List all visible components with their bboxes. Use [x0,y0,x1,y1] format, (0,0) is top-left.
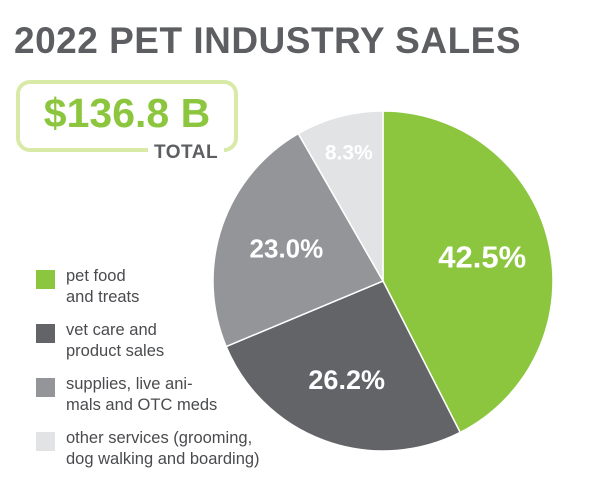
slice-label-supplies: 23.0% [250,233,324,263]
legend-item-other-services: other services (grooming, dog walking an… [36,428,326,482]
total-value: $136.8 B [43,90,211,136]
legend-label-supplies-line-1: supplies, live ani- [66,375,193,393]
legend-item-pet-food: pet food and treats [36,266,326,320]
legend-label-other-services-line-2: dog walking and boarding) [66,450,260,468]
slice-label-vet-care: 26.2% [308,365,385,395]
legend-swatch-pet-food [36,270,55,289]
legend-label-vet-care-line-1: vet care and [66,321,157,339]
pie-slice-other-services [297,110,384,284]
legend-label-supplies-line-2: mals and OTC meds [66,396,218,414]
legend-item-vet-care: vet care and product sales [36,320,326,374]
legend-label-other-services-line-1: other services (grooming, [66,429,253,447]
legend-label-pet-food-line-2: and treats [66,288,140,306]
chart-title: 2022 PET INDUSTRY SALES [14,20,522,61]
legend-label-pet-food: pet food and treats [66,266,321,308]
legend-swatch-supplies [36,378,55,397]
legend: pet food and treats vet care and product… [36,266,326,482]
legend-label-pet-food-line-1: pet food [66,267,126,285]
legend-label-vet-care: vet care and product sales [66,320,321,362]
total-box: $136.8 B [16,80,238,152]
slice-label-other-services: 8.3% [325,141,373,164]
legend-swatch-other-services [36,432,55,451]
legend-item-supplies: supplies, live ani- mals and OTC meds [36,374,326,428]
pie-slice-pet-food [382,110,554,434]
legend-swatch-vet-care [36,324,55,343]
pie-slice-vet-care [225,280,462,452]
legend-label-other-services: other services (grooming, dog walking an… [66,428,321,470]
pie-slice-supplies [212,132,385,348]
legend-label-supplies: supplies, live ani- mals and OTC meds [66,374,321,416]
legend-label-vet-care-line-2: product sales [66,342,165,360]
total-label: TOTAL [148,142,225,164]
slice-label-pet-food: 42.5% [438,240,526,275]
